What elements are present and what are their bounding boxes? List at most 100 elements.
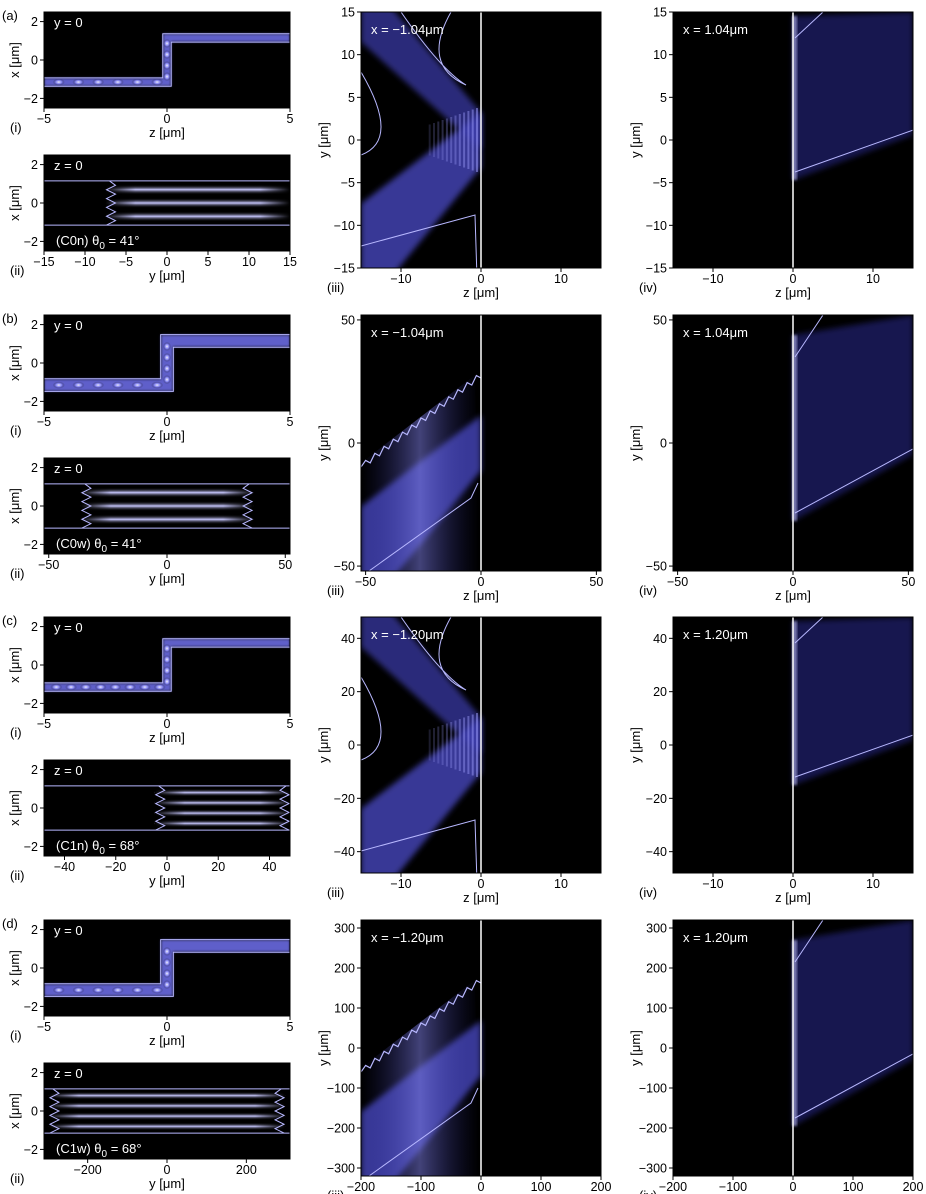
mode-label: (C1n) θ0 = 68° [56,838,139,857]
plot-area [44,334,290,392]
panel-label: (iii) [327,885,344,900]
x-tick-label: −10 [390,272,411,286]
x-tick-label: 5 [205,255,212,269]
contour-line [794,1053,913,1119]
theta-subscript: 0 [99,846,105,857]
plot-area [792,617,913,873]
y-tick-label: 0 [660,739,667,753]
y-tick-label: 0 [348,437,355,451]
x-tick-label: −5 [37,112,51,126]
field-blob [111,78,124,86]
field-group [792,920,913,1126]
x-tick-label: 0 [790,575,797,589]
lobe-fade [260,180,290,226]
y-axis-label: y [μm] [316,425,331,461]
theta-symbol: θ [94,1141,101,1156]
reflected-beam [361,617,481,755]
mode-lobe [105,197,290,209]
y-tick-label: 40 [341,632,355,646]
mode-lobe [154,819,290,828]
mode-label: (C0n) θ0 = 41° [56,233,139,252]
x-tick-label: 10 [554,877,568,891]
x-tick-label: 50 [901,575,915,589]
panel-annotation: z = 0 [54,461,83,476]
y-tick-label: 0 [31,197,38,211]
plot-area [44,939,290,997]
y-tick-label: −300 [327,1162,355,1176]
mode-lobe [105,184,290,195]
y-tick-label: −15 [334,262,355,276]
mode-lobe [154,798,290,807]
y-tick-label: 2 [31,1066,38,1080]
panel-label: (iii) [327,583,344,598]
y-axis-label: y [μm] [628,425,643,461]
evanescent-field [792,940,797,1126]
field-blob [163,72,171,82]
x-tick-label: 0 [478,575,485,589]
x-tick-label: 10 [554,272,568,286]
panel-label: (ii) [10,1171,24,1186]
field-blob [79,683,92,691]
theta-symbol: θ [92,233,99,248]
panel-d-iv: x = 1.20μm −200 −100 0 100 200 300 200 100 0 −100 −… [628,919,924,1194]
theta-value: = 68° [107,1141,141,1156]
y-tick-label: −2 [24,235,38,249]
y-tick-label: 0 [660,1042,667,1056]
y-tick-label: −200 [327,1122,355,1136]
x-tick-label: 10 [866,877,880,891]
y-tick-label: 20 [341,685,355,699]
field-group [792,12,913,180]
y-tick-label: 200 [646,962,667,976]
y-tick-label: 5 [660,91,667,105]
y-axis-label: y [μm] [316,1030,331,1066]
row-label: (c) [2,613,17,628]
x-axis-label: z [μm] [149,125,185,140]
y-tick-label: 0 [31,54,38,68]
x-tick-label: −40 [54,860,75,874]
y-tick-label: 0 [31,802,38,816]
y-tick-label: 15 [341,6,355,20]
contour-line [105,180,117,226]
y-tick-label: 100 [646,1002,667,1016]
y-axis-label: x [μm] [7,647,22,683]
row-label: (b) [2,311,18,326]
x-tick-label: 100 [843,1180,864,1194]
x-tick-label: 200 [903,1180,924,1194]
plot-area [44,180,290,226]
contour-line [154,785,166,831]
x-axis-label: y [μm] [149,268,185,283]
x-tick-label: 0 [164,415,171,429]
plot-area [792,920,913,1176]
mode-lobe [154,788,290,797]
contour-line [794,920,824,963]
panel-label: (iii) [327,280,344,295]
y-tick-label: 10 [653,48,667,62]
x-tick-label: 0 [164,860,171,874]
x-tick-label: 0 [478,272,485,286]
y-axis-label: y [μm] [316,727,331,763]
y-tick-label: −200 [639,1122,667,1136]
contour-line [794,448,913,514]
theta-subscript: 0 [99,241,105,252]
y-tick-label: −40 [646,845,667,859]
panel-annotation: x = 1.04μm [683,325,748,340]
x-tick-label: 5 [287,1020,294,1034]
field-group [361,374,482,571]
theta-subscript: 0 [102,1149,108,1160]
panel-c-iv: x = 1.20μm −10 0 10 40 20 0 −20 −40 z [μm] y [μm] (… [628,616,914,905]
mode-lobe [154,809,290,818]
x-tick-label: −20 [105,860,126,874]
panel-label: (i) [10,1028,22,1043]
field-blob [163,49,171,59]
x-axis-label: z [μm] [463,285,499,300]
field-group [792,617,913,785]
contour-line [361,374,482,468]
contour-line [80,483,93,529]
x-axis-label: z [μm] [775,588,811,603]
y-tick-label: −100 [639,1082,667,1096]
panel-label: (iv) [639,885,657,900]
y-axis-label: x [μm] [7,950,22,986]
y-tick-label: 2 [31,158,38,172]
field-blob [92,986,105,994]
